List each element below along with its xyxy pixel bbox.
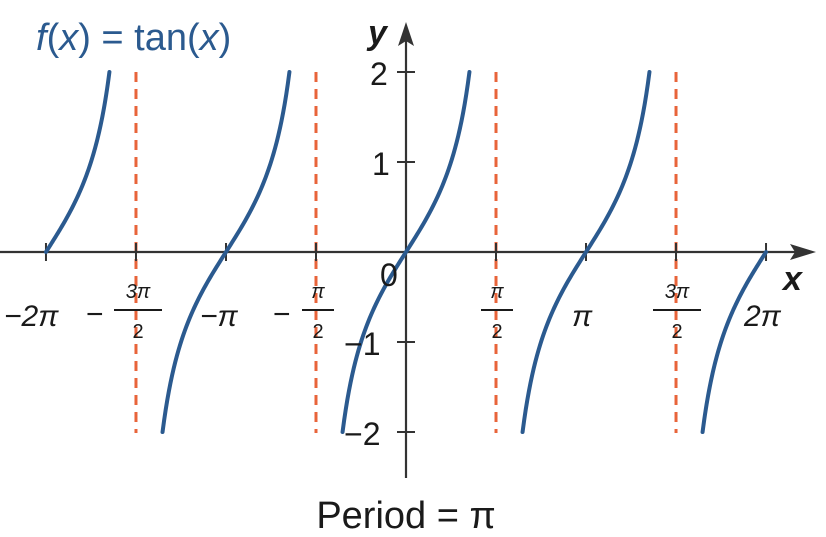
y-tick-label-neg1: −1 xyxy=(344,326,380,362)
frac-numerator: 3π xyxy=(126,281,151,303)
tan-branch-2 xyxy=(340,70,472,434)
x-tick-label-2pi: 2π xyxy=(743,300,782,333)
frac-numerator: 3π xyxy=(665,281,690,303)
tangent-curves xyxy=(43,69,769,435)
y-axis-arrowhead xyxy=(398,22,414,46)
frac-sign: − xyxy=(86,298,104,331)
tan-branch-4 xyxy=(700,250,769,435)
legend-x2: x xyxy=(198,17,221,59)
period-caption: Period = π xyxy=(316,495,495,537)
legend-equals-tan: ) = tan( xyxy=(78,17,200,59)
y-tick-marks xyxy=(397,71,415,433)
frac-numerator: π xyxy=(311,281,325,303)
x-axis-label: x xyxy=(781,260,804,298)
frac-denominator: 2 xyxy=(132,321,143,343)
x-tick-label-neg-2pi: −2π xyxy=(4,300,59,333)
tan-branch-0 xyxy=(43,69,112,254)
x-tick-label-neg-pi: −π xyxy=(200,300,239,333)
function-legend: f(x) = tan(x) xyxy=(36,17,231,59)
legend-close-paren: ) xyxy=(219,17,232,59)
frac-denominator: 2 xyxy=(312,321,323,343)
axes xyxy=(0,22,816,478)
x-axis-arrowhead xyxy=(790,244,816,260)
frac-sign: − xyxy=(273,298,291,331)
y-tick-label-1: 1 xyxy=(372,146,390,182)
origin-label: 0 xyxy=(380,257,398,293)
legend-x: x xyxy=(57,17,80,59)
frac-denominator: 2 xyxy=(491,321,502,343)
x-tick-label-pi-over-2: π 2 xyxy=(481,281,513,343)
tan-branch-3 xyxy=(520,69,652,435)
x-tick-label-neg-pi-over-2: − π 2 xyxy=(273,281,334,343)
y-tick-label-2: 2 xyxy=(370,56,388,92)
legend-f: f xyxy=(36,17,50,59)
x-tick-label-neg-3pi-over-2: − 3π 2 xyxy=(86,281,162,343)
x-tick-label-pi: π xyxy=(572,300,593,333)
asymptote-layer xyxy=(134,72,678,433)
frac-numerator: π xyxy=(490,281,504,303)
tan-branch-1 xyxy=(160,69,292,435)
frac-denominator: 2 xyxy=(671,321,682,343)
y-tick-label-neg2: −2 xyxy=(344,416,380,452)
legend-open-paren: ( xyxy=(47,17,60,59)
x-tick-label-3pi-over-2: 3π 2 xyxy=(653,281,701,343)
y-axis-label: y xyxy=(366,14,389,52)
